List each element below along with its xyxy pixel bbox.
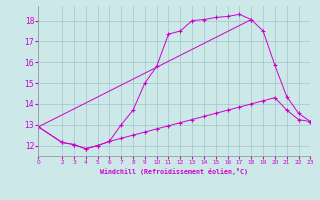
X-axis label: Windchill (Refroidissement éolien,°C): Windchill (Refroidissement éolien,°C) bbox=[100, 168, 248, 175]
